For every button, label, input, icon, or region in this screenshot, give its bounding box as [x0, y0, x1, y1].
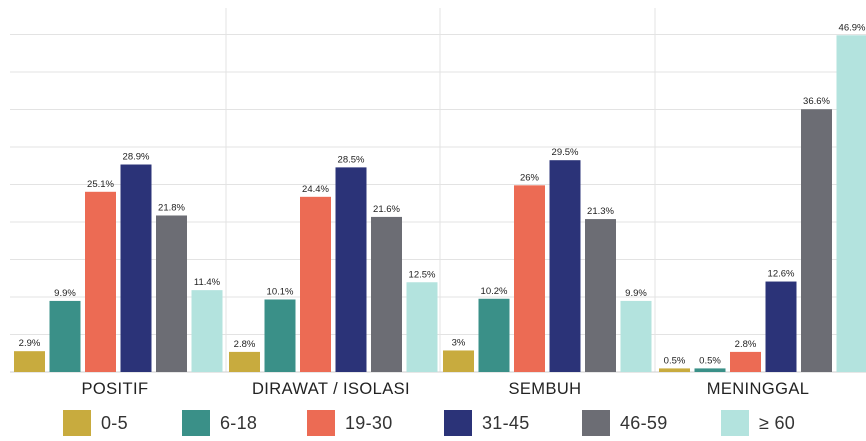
- bar-meninggal-0: [659, 368, 690, 372]
- bar-meninggal-1: [694, 368, 726, 372]
- data-label: 29.5%: [552, 147, 579, 158]
- legend-swatch: [444, 410, 472, 436]
- bar-sembuh-0: [443, 350, 474, 372]
- data-label: 2.8%: [735, 339, 757, 350]
- data-label: 9.9%: [625, 288, 647, 299]
- bar-sembuh-3: [549, 160, 581, 372]
- bar-dirawat-isolasi-5: [406, 282, 438, 372]
- legend-label: ≥ 60: [759, 412, 796, 433]
- legend-item: 0-5: [63, 408, 128, 438]
- data-label: 10.1%: [267, 286, 294, 297]
- data-label: 28.9%: [123, 152, 150, 163]
- bar-positif-2: [85, 191, 116, 372]
- category-label: MENINGGAL: [707, 380, 810, 398]
- data-label: 12.5%: [409, 269, 436, 280]
- legend-swatch: [307, 410, 335, 436]
- data-label: 0.5%: [664, 355, 686, 366]
- data-label: 21.8%: [158, 202, 185, 213]
- bar-dirawat-isolasi-0: [229, 351, 260, 372]
- data-label: 9.9%: [54, 288, 76, 299]
- data-label: 46.9%: [839, 22, 866, 33]
- category-label: SEMBUH: [509, 380, 582, 398]
- bar-meninggal-4: [801, 109, 832, 373]
- bar-sembuh-5: [620, 300, 652, 372]
- data-label: 28.5%: [338, 154, 365, 165]
- legend-swatch: [63, 410, 91, 436]
- bar-positif-3: [120, 164, 152, 372]
- data-label: 36.6%: [803, 96, 830, 107]
- data-label: 0.5%: [699, 355, 721, 366]
- bar-dirawat-isolasi-1: [264, 299, 296, 372]
- bar-positif-4: [156, 215, 187, 372]
- data-label: 25.1%: [87, 179, 114, 190]
- data-label: 24.4%: [302, 184, 329, 195]
- data-label: 10.2%: [481, 286, 508, 297]
- bar-sembuh-2: [514, 185, 545, 372]
- legend-item: 19-30: [307, 408, 393, 438]
- category-label: POSITIF: [82, 380, 149, 398]
- legend-label: 0-5: [101, 412, 128, 433]
- legend-item: 31-45: [444, 408, 530, 438]
- category-label: DIRAWAT / ISOLASI: [252, 380, 410, 398]
- bar-chart: 2.9% 9.9% 25.1% 28.9% 21.8% 11.4% 2.8% 10.1% 24.…: [10, 8, 866, 398]
- bar-dirawat-isolasi-3: [335, 167, 367, 372]
- bar-sembuh-4: [585, 219, 616, 372]
- data-label: 11.4%: [194, 277, 221, 288]
- bar-sembuh-1: [478, 298, 510, 372]
- legend-item: 46-59: [582, 408, 668, 438]
- bar-positif-5: [191, 290, 223, 372]
- data-label: 21.3%: [587, 206, 614, 217]
- bar-positif-1: [49, 300, 81, 372]
- bar-positif-0: [14, 351, 45, 372]
- data-label: 21.6%: [373, 204, 400, 215]
- bar-meninggal-3: [765, 281, 797, 372]
- legend: 0-5 6-18 19-30 31-45 46-59 ≥ 60: [0, 408, 866, 438]
- bar-dirawat-isolasi-2: [300, 196, 331, 372]
- legend-label: 46-59: [620, 412, 668, 433]
- data-labels: 2.9% 9.9% 25.1% 28.9% 21.8% 11.4% 2.8% 10.1% 24.…: [19, 22, 866, 366]
- legend-swatch: [182, 410, 210, 436]
- legend-item: 6-18: [182, 408, 257, 438]
- x-axis: POSITIF DIRAWAT / ISOLASI SEMBUH MENINGGAL: [82, 380, 810, 398]
- bar-dirawat-isolasi-4: [371, 216, 402, 372]
- bar-meninggal-5: [836, 35, 866, 372]
- data-label: 3%: [452, 337, 466, 348]
- bar-meninggal-2: [730, 351, 761, 372]
- legend-swatch: [582, 410, 610, 436]
- bars: [14, 35, 866, 373]
- legend-label: 6-18: [220, 412, 258, 433]
- data-label: 12.6%: [768, 269, 795, 280]
- legend-label: 19-30: [345, 412, 393, 433]
- legend-label: 31-45: [482, 412, 530, 433]
- legend-swatch: [721, 410, 749, 436]
- data-label: 2.8%: [234, 339, 256, 350]
- data-label: 26%: [520, 172, 540, 183]
- data-label: 2.9%: [19, 338, 41, 349]
- legend-item: ≥ 60: [721, 408, 795, 438]
